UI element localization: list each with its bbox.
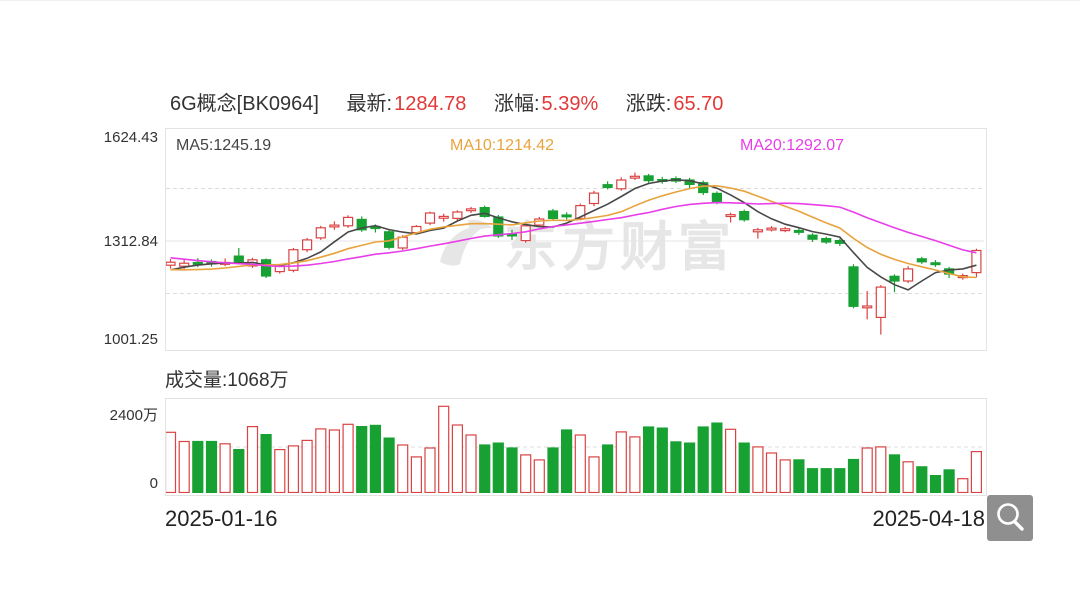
price-chart-panel bbox=[165, 128, 987, 351]
stock-title: 6G概念[BK0964] bbox=[170, 93, 319, 115]
magnifier-icon bbox=[997, 503, 1024, 531]
price-tick-bottom: 1001.25 bbox=[103, 331, 158, 348]
date-start-label: 2025-01-16 bbox=[165, 506, 278, 531]
price-tick-top: 1624.43 bbox=[103, 129, 158, 146]
change-value: 65.70 bbox=[673, 93, 724, 115]
volume-tick-max: 2400万 bbox=[109, 407, 158, 424]
change-pct-value: 5.39% bbox=[541, 93, 599, 115]
change-pct-label: 涨幅: bbox=[493, 93, 540, 115]
candlestick-chart bbox=[166, 172, 984, 335]
latest-value: 1284.78 bbox=[394, 93, 467, 115]
volume-tick-zero: 0 bbox=[149, 475, 158, 492]
ma10-label: MA10:1214.42 bbox=[450, 137, 555, 154]
volume-chart-panel bbox=[165, 398, 987, 496]
volume-title: 成交量:1068万 bbox=[165, 370, 289, 391]
zoom-button[interactable] bbox=[987, 495, 1033, 541]
date-end-label: 2025-04-18 bbox=[872, 506, 985, 531]
latest-label: 最新: bbox=[346, 93, 393, 115]
price-tick-mid: 1312.84 bbox=[103, 233, 158, 250]
chart-header: 6G概念[BK0964] 最新: 1284.78 涨幅: 5.39% 涨跌: 65.7… bbox=[170, 87, 725, 116]
ma5-label: MA5:1245.19 bbox=[176, 137, 272, 154]
change-label: 涨跌: bbox=[625, 93, 672, 115]
volume-bar-chart bbox=[166, 405, 984, 493]
ma20-label: MA20:1292.07 bbox=[740, 137, 845, 154]
